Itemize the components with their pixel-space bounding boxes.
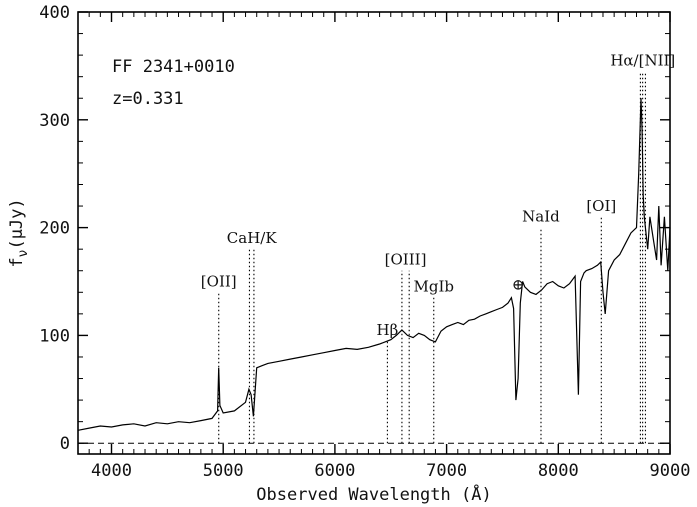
emission-line-label: [OI] [586,197,616,215]
x-tick-label: 5000 [203,461,244,481]
redshift-label: z=0.331 [112,89,184,109]
svg-text:fν(μJy): fν(μJy) [7,198,31,267]
ticks-layer: 4000 5000 6000 7000 8000 9000 0 100 200 300 400 [39,3,690,481]
emission-line-label: Hβ [377,321,399,339]
x-tick-label: 6000 [314,461,355,481]
emission-line-label: CaH/K [227,229,278,247]
x-axis-title: Observed Wavelength (Å) [256,483,491,505]
x-tick-label: 7000 [426,461,467,481]
emission-line-label: [OIII] [385,251,427,269]
spectrum-series-line [77,98,671,431]
y-tick-label: 400 [39,3,70,23]
x-tick-label: 8000 [538,461,579,481]
y-axis-title-f: f [7,257,27,267]
y-axis-title: fν(μJy) [7,198,31,267]
y-tick-label: 100 [39,326,70,346]
object-name: FF 2341+0010 [112,57,235,77]
x-tick-label: 9000 [650,461,691,481]
emission-lines-layer: [OII] CaH/K Hβ [OIII] MgIb NaId [OI] Hα/[NII] [201,51,675,444]
emission-line-label: Hα/[NII] [610,51,675,69]
emission-line-label: [OII] [201,272,237,290]
telluric-absorption-symbol: ⊕ [512,276,525,294]
y-tick-label: 200 [39,219,70,239]
y-tick-label: 0 [60,434,70,454]
y-tick-label: 300 [39,111,70,131]
y-axis-title-sub: ν [16,250,31,258]
y-axis-title-unit: (μJy) [7,198,27,249]
emission-line-label: NaId [522,208,560,226]
emission-line-label: MgIb [414,278,455,296]
x-tick-label: 4000 [91,461,132,481]
plot-frame [77,11,671,455]
